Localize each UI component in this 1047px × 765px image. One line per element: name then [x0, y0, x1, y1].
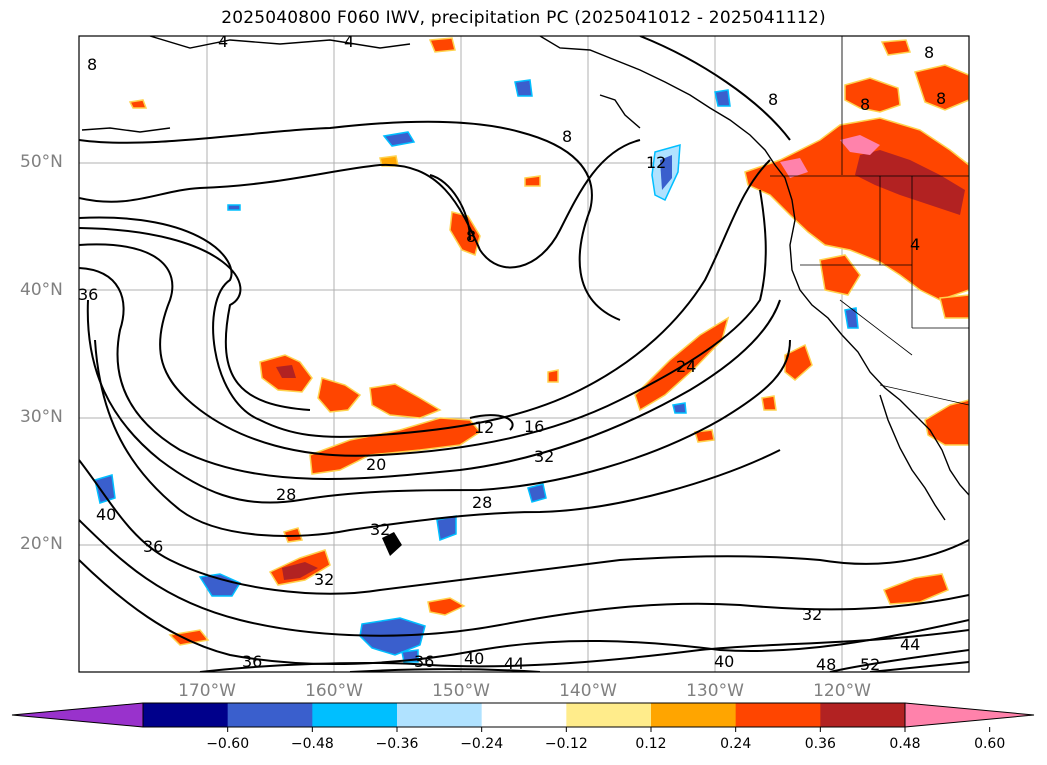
- contour-label: 36: [414, 652, 434, 671]
- colorbar-segment: [735, 703, 821, 727]
- colorbar-tick-label: −0.36: [375, 736, 419, 752]
- contour-label: 36: [78, 285, 98, 304]
- lon-label-150w: 150°W: [432, 681, 490, 701]
- colorbar-tick-label: 0.36: [804, 736, 836, 752]
- contour-label: 28: [276, 485, 296, 504]
- colorbar-segment: [397, 703, 483, 727]
- contour-label: 24: [676, 357, 696, 376]
- colorbar-tick-label: 0.60: [974, 736, 1006, 752]
- precip-strong-core: [382, 532, 402, 556]
- contour-label: 8: [466, 227, 476, 246]
- lon-label-160w: 160°W: [305, 681, 363, 701]
- contour-label: 8: [562, 127, 572, 146]
- contour-label: 16: [524, 417, 544, 436]
- contour-label: 4: [218, 32, 228, 51]
- colorbar-tick-label: 0.12: [635, 736, 667, 752]
- contour-label: 8: [924, 43, 934, 62]
- precip-negative-areas: [94, 79, 859, 663]
- colorbar-tick-label: 0.24: [720, 736, 752, 752]
- contour-label: 48: [816, 655, 836, 674]
- lon-label-120w: 120°W: [813, 681, 871, 701]
- contour-label: 8: [87, 55, 97, 74]
- contour-label: 12: [474, 418, 494, 437]
- colorbar-segment: [481, 703, 567, 727]
- colorbar-segment: [312, 703, 398, 727]
- gridlines: [79, 36, 969, 672]
- colorbar-tick-label: −0.24: [460, 736, 504, 752]
- contour-label: 20: [366, 455, 386, 474]
- lon-label-140w: 140°W: [559, 681, 617, 701]
- colorbar-segment: [651, 703, 737, 727]
- contour-label: 52: [860, 655, 880, 674]
- lat-label-20n: 20°N: [20, 534, 63, 554]
- contour-label: 4: [344, 32, 354, 51]
- colorbar-extend-high: [905, 703, 1034, 727]
- contour-label: 32: [534, 447, 554, 466]
- contour-label: 40: [714, 652, 734, 671]
- colorbar-tick-label: −0.60: [206, 736, 250, 752]
- colorbar-segment: [143, 703, 229, 727]
- precip-positive-areas: [128, 37, 969, 646]
- contour-label: 8: [936, 89, 946, 108]
- contour-label: 32: [802, 605, 822, 624]
- colorbar-segment: [566, 703, 652, 727]
- lat-label-30n: 30°N: [20, 407, 63, 427]
- political-borders: [770, 36, 969, 406]
- iwv-contours: [79, 36, 969, 672]
- lon-label-130w: 130°W: [686, 681, 744, 701]
- colorbar-tick-label: −0.12: [544, 736, 588, 752]
- contour-label: 40: [464, 649, 484, 668]
- contour-label: 12: [646, 153, 666, 172]
- colorbar-segment: [227, 703, 313, 727]
- contour-label: 32: [314, 570, 334, 589]
- contour-label: 32: [370, 520, 390, 539]
- colorbar-extend-low: [12, 703, 143, 727]
- map-frame: [78, 35, 970, 673]
- contour-label: 36: [242, 652, 262, 671]
- lat-label-50n: 50°N: [20, 152, 63, 172]
- contour-label: 36: [143, 537, 163, 556]
- contour-label: 4: [910, 235, 920, 254]
- contour-label: 8: [860, 95, 870, 114]
- map-title: 2025040800 F060 IWV, precipitation PC (2…: [221, 8, 826, 28]
- coastlines: [81, 36, 969, 521]
- contour-label: 28: [472, 493, 492, 512]
- colorbar-tick-label: 0.48: [889, 736, 921, 752]
- contour-label: 44: [900, 635, 920, 654]
- contour-label: 44: [504, 654, 524, 673]
- contour-label: 8: [768, 90, 778, 109]
- lon-label-170w: 170°W: [178, 681, 236, 701]
- contour-labels: 4 4 8 8 8 8 8 8 8 12 4 36 40 36 28 20 12…: [78, 32, 946, 674]
- lat-label-40n: 40°N: [20, 280, 63, 300]
- colorbar-segment: [820, 703, 906, 727]
- colorbar: [11, 702, 1035, 732]
- contour-label: 40: [96, 505, 116, 524]
- colorbar-tick-label: −0.48: [290, 736, 334, 752]
